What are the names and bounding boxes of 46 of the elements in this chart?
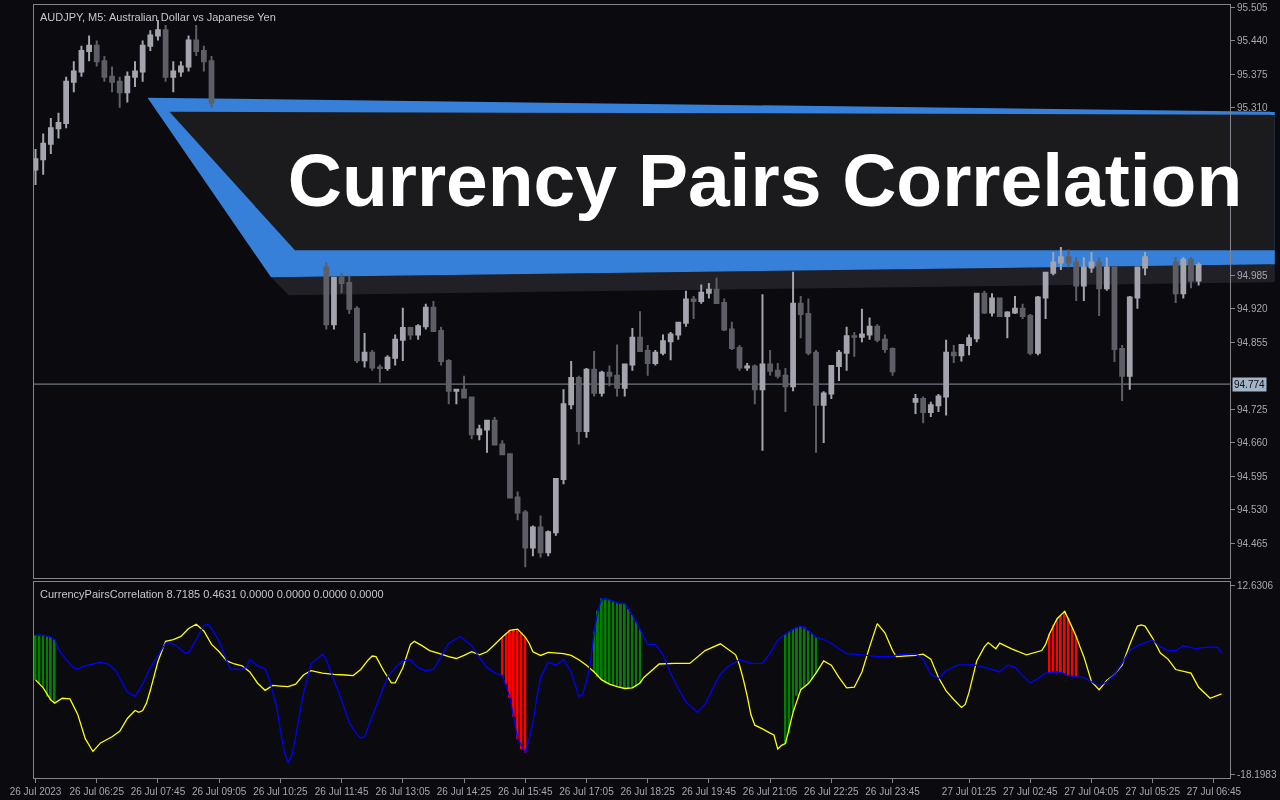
bar [792,629,795,713]
bar [600,598,603,680]
x-tick-label: 27 Jul 02:45 [1003,786,1058,797]
x-tick-label: 26 Jul 15:45 [498,786,553,797]
bar [639,629,641,683]
x-tick-label: 26 Jul 06:25 [69,786,125,797]
x-tick-label: 26 Jul 22:25 [804,786,860,797]
candlestick [537,514,544,559]
x-tick-label: 26 Jul 19:45 [681,786,737,797]
bar [53,639,56,704]
bar [49,637,52,701]
y-tick-label: -18.1983 [1237,768,1277,780]
x-tick-label: 26 Jul 23:45 [865,786,921,797]
y-tick-label: 95.505 [1237,1,1269,13]
x-tick-label: 26 Jul 10:25 [253,786,309,797]
bar [815,637,817,674]
candlestick [34,147,39,187]
x-tick-label: 26 Jul 17:05 [559,786,615,797]
candlestick [545,529,552,558]
bar [627,608,630,689]
bar [46,636,48,697]
x-tick-label: 27 Jul 05:25 [1125,786,1181,797]
bar [604,598,607,683]
x-tick-label: 26 Jul 14:25 [436,786,492,797]
x-tick-label: 27 Jul 06:45 [1186,786,1242,797]
bar [619,604,622,688]
x-tick-label: 26 Jul 21:05 [742,786,798,797]
bar [1063,611,1066,674]
x-tick-label: 26 Jul 2023 [9,786,62,797]
x-tick-label: 26 Jul 11:45 [314,786,369,797]
x-tick-label: 26 Jul 13:05 [375,786,431,797]
bar [1056,618,1059,672]
y-tick-label: 12.6306 [1237,579,1274,591]
candlestick [530,524,536,558]
bar [803,626,806,687]
y-tick-label: 94.465 [1237,537,1269,549]
bar [623,603,626,689]
x-tick-label: 27 Jul 04:05 [1064,786,1120,797]
x-tick-label: 27 Jul 01:25 [941,786,997,797]
text: CurrencyPairsCorrelation 8.7185 0.4631 0.0000 0.0000 0.0000 0.0000 [40,588,384,600]
x-tick-label: 26 Jul 07:45 [130,786,186,797]
x-tick-label: 26 Jul 09:05 [191,786,247,797]
bar [1059,615,1062,673]
bar [616,602,619,687]
candlestick [522,508,529,569]
x-tick-label: 26 Jul 18:25 [620,786,676,797]
